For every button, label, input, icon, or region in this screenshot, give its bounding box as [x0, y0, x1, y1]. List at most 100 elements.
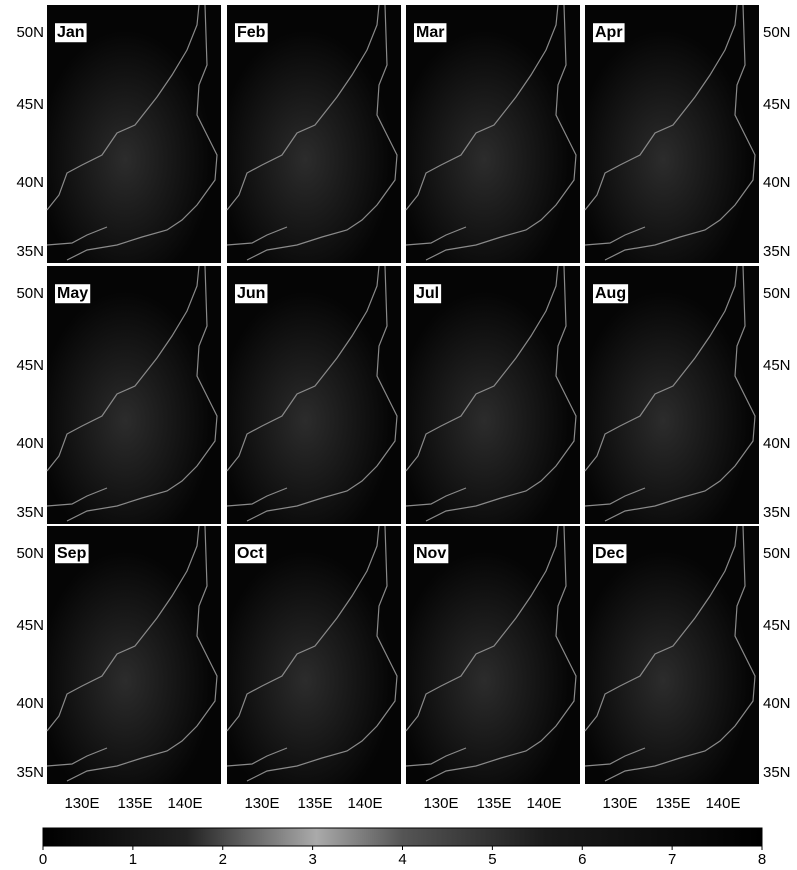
axes: 50N 50N 45N 45N 40N 40N 35N 35N 50N 50N 45N 45N 40N 4…: [16, 24, 790, 868]
colorbar-tick-label: 0: [39, 851, 47, 868]
colorbar-tick-label: 1: [129, 851, 137, 868]
map-panel: May: [46, 265, 221, 524]
map-panel: Aug: [584, 265, 759, 524]
colorbar-tick-label: 3: [308, 851, 316, 868]
longitude-label: 130E: [64, 795, 99, 812]
latitude-label: 40N: [763, 695, 791, 712]
map-background: [47, 266, 221, 524]
map-panel: Feb: [226, 4, 401, 263]
map-background: [227, 5, 401, 263]
map-background: [585, 5, 759, 263]
map-panel: Oct: [226, 525, 401, 784]
map-background: [406, 266, 580, 524]
month-label: Jan: [57, 24, 85, 41]
map-background: [47, 526, 221, 784]
longitude-label: 130E: [244, 795, 279, 812]
month-label: Jun: [237, 285, 265, 302]
longitude-label: 135E: [655, 795, 690, 812]
month-label-box: [414, 284, 442, 304]
colorbar-tick-label: 6: [578, 851, 586, 868]
month-label: May: [57, 285, 88, 302]
month-label-box: [414, 544, 449, 564]
longitude-label: 140E: [167, 795, 202, 812]
coastline: [46, 265, 218, 522]
colorbar: [42, 827, 763, 847]
latitude-label: 35N: [763, 504, 791, 521]
map-panel: Jun: [226, 265, 401, 524]
panels: Jan Feb Mar Apr May Jun Jul Aug Sep Oct Nov Dec: [46, 4, 759, 784]
latitude-label: 35N: [16, 764, 44, 781]
map-background: [406, 5, 580, 263]
longitude-label: 140E: [705, 795, 740, 812]
month-label: Mar: [416, 24, 444, 41]
latitude-label: 40N: [16, 435, 44, 452]
longitude-label: 135E: [476, 795, 511, 812]
coastline: [584, 265, 756, 522]
month-label-box: [593, 284, 629, 304]
coastline: [405, 4, 577, 261]
coastline: [405, 265, 577, 522]
month-label: Apr: [595, 24, 623, 41]
longitude-label: 130E: [602, 795, 637, 812]
coastline: [405, 525, 577, 782]
latitude-label: 45N: [763, 357, 791, 374]
map-background: [227, 266, 401, 524]
latitude-label: 45N: [763, 96, 791, 113]
month-label-box: [55, 284, 91, 304]
colorbar-tick-label: 8: [758, 851, 766, 868]
longitude-label: 130E: [423, 795, 458, 812]
month-label-box: [235, 23, 268, 43]
latitude-label: 35N: [16, 504, 44, 521]
month-label: Sep: [57, 545, 87, 562]
map-background: [47, 5, 221, 263]
latitude-label: 50N: [16, 24, 44, 41]
latitude-label: 50N: [763, 545, 791, 562]
month-label-box: [414, 23, 447, 43]
month-label: Oct: [237, 545, 264, 562]
coastline: [46, 525, 218, 782]
latitude-label: 45N: [16, 96, 44, 113]
month-label: Nov: [416, 545, 446, 562]
map-panel: Dec: [584, 525, 759, 784]
month-label-box: [235, 544, 267, 564]
colorbar-tick-label: 5: [488, 851, 496, 868]
colorbar-tick-label: 2: [219, 851, 227, 868]
latitude-label: 40N: [16, 695, 44, 712]
month-label-box: [593, 544, 627, 564]
latitude-label: 45N: [763, 617, 791, 634]
longitude-label: 140E: [526, 795, 561, 812]
month-label-box: [593, 23, 625, 43]
latitude-label: 35N: [763, 243, 791, 260]
latitude-label: 35N: [16, 243, 44, 260]
latitude-label: 45N: [16, 617, 44, 634]
map-panel: Sep: [46, 525, 221, 784]
coastline: [226, 4, 398, 261]
map-background: [585, 526, 759, 784]
coastline: [46, 4, 218, 261]
month-label-box: [55, 544, 89, 564]
map-panel: Apr: [584, 4, 759, 263]
latitude-label: 40N: [763, 435, 791, 452]
coastline: [584, 4, 756, 261]
latitude-label: 50N: [763, 285, 791, 302]
month-label: Aug: [595, 285, 626, 302]
month-label: Jul: [416, 285, 439, 302]
map-panel: Nov: [405, 525, 580, 784]
longitude-label: 140E: [347, 795, 382, 812]
map-background: [227, 526, 401, 784]
month-label-box: [55, 23, 87, 43]
coastline: [226, 265, 398, 522]
latitude-label: 50N: [16, 285, 44, 302]
latitude-label: 35N: [763, 764, 791, 781]
map-panel: Mar: [405, 4, 580, 263]
colorbar-tick-label: 4: [398, 851, 406, 868]
map-background: [585, 266, 759, 524]
map-panel: Jul: [405, 265, 580, 524]
latitude-label: 45N: [16, 357, 44, 374]
month-label: Dec: [595, 545, 624, 562]
month-label-box: [235, 284, 268, 304]
latitude-label: 40N: [763, 174, 791, 191]
map-background: [406, 526, 580, 784]
latitude-label: 50N: [763, 24, 791, 41]
